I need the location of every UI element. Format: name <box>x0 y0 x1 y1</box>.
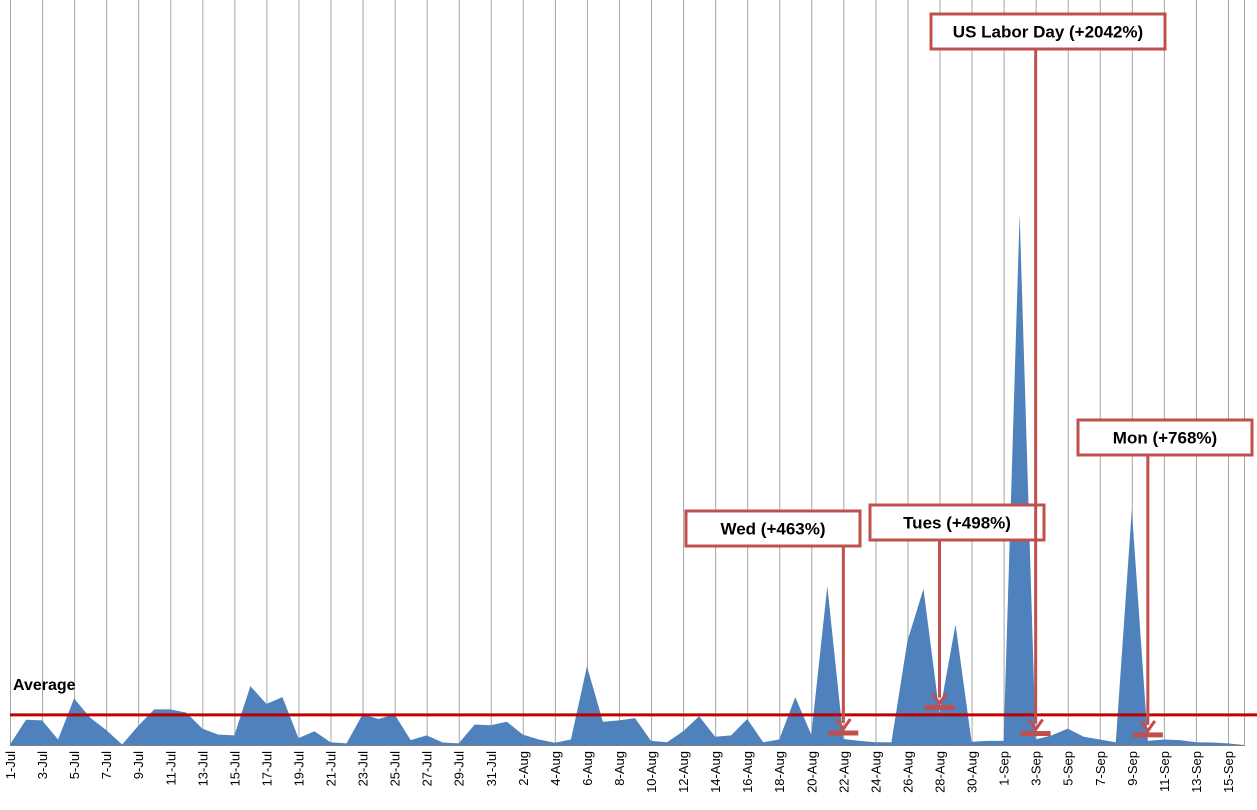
tick-label-30-Aug: 30-Aug <box>965 751 980 793</box>
tick-label-15-Jul: 15-Jul <box>227 751 242 787</box>
tick-label-6-Aug: 6-Aug <box>580 751 595 786</box>
tick-label-10-Aug: 10-Aug <box>644 751 659 793</box>
tick-label-26-Aug: 26-Aug <box>900 751 915 793</box>
tick-label-21-Jul: 21-Jul <box>324 751 339 787</box>
tick-label-4-Aug: 4-Aug <box>548 751 563 786</box>
tick-label-16-Aug: 16-Aug <box>740 751 755 793</box>
tick-label-5-Jul: 5-Jul <box>67 751 82 779</box>
tick-label-13-Jul: 13-Jul <box>195 751 210 787</box>
tick-label-15-Sep: 15-Sep <box>1221 751 1236 793</box>
tick-label-20-Aug: 20-Aug <box>804 751 819 793</box>
callout-22-Aug: Wed (+463%) <box>684 509 862 736</box>
tick-label-14-Aug: 14-Aug <box>708 751 723 793</box>
tick-label-7-Sep: 7-Sep <box>1093 751 1108 786</box>
tick-label-31-Jul: 31-Jul <box>484 751 499 787</box>
tick-label-22-Aug: 22-Aug <box>836 751 851 793</box>
callout-box <box>868 503 1046 542</box>
tick-label-24-Aug: 24-Aug <box>868 751 883 793</box>
callout-box <box>929 12 1167 51</box>
tick-label-13-Sep: 13-Sep <box>1189 751 1204 793</box>
callout-arrow-head <box>931 692 948 707</box>
tick-label-8-Aug: 8-Aug <box>612 751 627 786</box>
callout-box <box>1076 418 1254 457</box>
callout-arrow-head <box>835 718 852 732</box>
callout-10-Sep: Mon (+768%) <box>1076 418 1254 738</box>
tick-label-1-Sep: 1-Sep <box>997 751 1012 786</box>
tick-label-25-Jul: 25-Jul <box>388 751 403 787</box>
tick-label-27-Jul: 27-Jul <box>420 751 435 787</box>
tick-label-11-Jul: 11-Jul <box>163 751 178 786</box>
callout-label: Mon (+768%) <box>1113 429 1217 448</box>
average-label: Average <box>13 677 76 694</box>
callout-box <box>684 509 862 548</box>
average-line-group: Average <box>10 677 1257 717</box>
tick-label-2-Aug: 2-Aug <box>516 751 531 786</box>
tick-label-3-Jul: 3-Jul <box>35 751 50 779</box>
tick-label-1-Jul: 1-Jul <box>3 751 18 779</box>
tick-label-19-Jul: 19-Jul <box>291 751 306 787</box>
series-area-path <box>10 213 1244 745</box>
callouts: Wed (+463%) Tues (+498%) US Labor Day (+20… <box>684 12 1254 738</box>
gridlines <box>10 0 1245 745</box>
callout-3-Sep: US Labor Day (+2042%) <box>929 12 1167 737</box>
tick-label-9-Jul: 9-Jul <box>131 751 146 779</box>
tick-label-9-Sep: 9-Sep <box>1125 751 1140 786</box>
tick-label-17-Jul: 17-Jul <box>259 751 274 787</box>
tick-label-18-Aug: 18-Aug <box>772 751 787 793</box>
series-area <box>10 213 1244 745</box>
callout-label: Wed (+463%) <box>720 520 825 539</box>
tick-label-11-Sep: 11-Sep <box>1157 751 1172 792</box>
tick-label-28-Aug: 28-Aug <box>933 751 948 793</box>
callout-label: US Labor Day (+2042%) <box>953 23 1143 42</box>
callout-label: Tues (+498%) <box>903 514 1011 533</box>
x-tick-labels: 1-Jul 3-Jul 5-Jul 7-Jul 9-Jul 11-Jul 13-Jul 15-… <box>3 751 1236 793</box>
tick-label-3-Sep: 3-Sep <box>1029 751 1044 786</box>
callout-arrow-head <box>1027 718 1044 733</box>
tick-label-12-Aug: 12-Aug <box>676 751 691 793</box>
tick-label-29-Jul: 29-Jul <box>452 751 467 787</box>
callout-28-Aug: Tues (+498%) <box>868 503 1046 711</box>
tick-label-23-Jul: 23-Jul <box>356 751 371 787</box>
tick-label-7-Jul: 7-Jul <box>99 751 114 779</box>
callout-arrow-head <box>1139 720 1157 734</box>
tick-label-5-Sep: 5-Sep <box>1061 751 1076 786</box>
